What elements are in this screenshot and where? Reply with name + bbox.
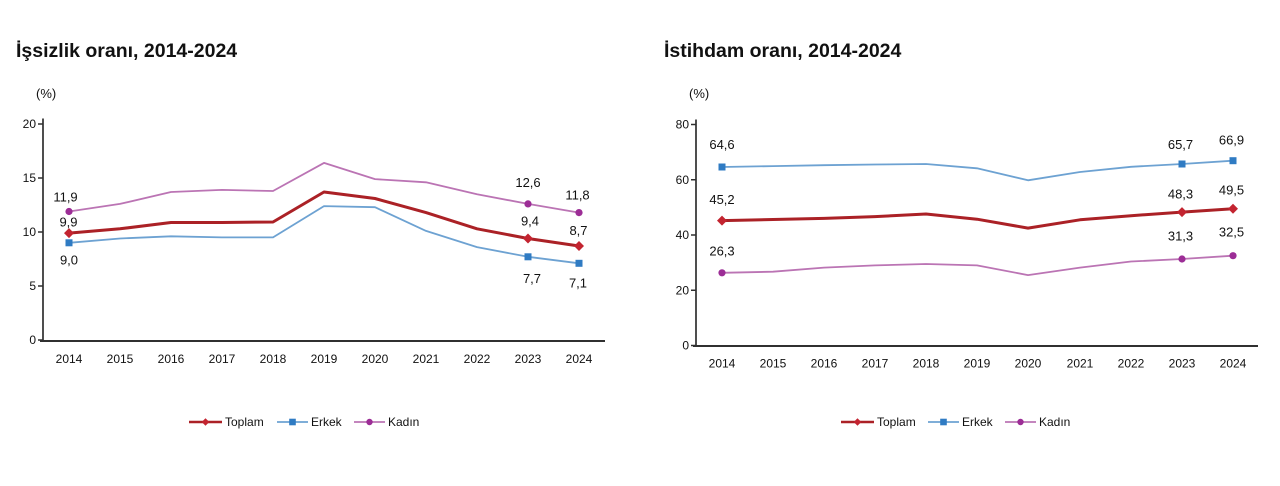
svg-text:2024: 2024 [1220,357,1247,371]
svg-text:İstihdam oranı, 2014-2024: İstihdam oranı, 2014-2024 [664,39,902,62]
svg-text:2014: 2014 [56,352,83,366]
svg-text:2015: 2015 [107,352,134,366]
svg-text:20: 20 [23,117,37,131]
svg-text:Toplam: Toplam [225,415,264,429]
svg-text:5: 5 [29,279,36,293]
svg-text:2017: 2017 [862,357,889,371]
svg-text:8,7: 8,7 [569,223,587,238]
svg-text:2019: 2019 [964,357,991,371]
svg-text:64,6: 64,6 [709,137,734,152]
svg-text:Kadın: Kadın [388,415,419,429]
svg-text:31,3: 31,3 [1168,229,1193,244]
svg-text:9,0: 9,0 [60,253,78,268]
svg-text:2018: 2018 [913,357,940,371]
svg-text:İşsizlik oranı, 2014-2024: İşsizlik oranı, 2014-2024 [16,39,237,62]
svg-text:2017: 2017 [209,352,236,366]
svg-text:2016: 2016 [811,357,838,371]
svg-text:66,9: 66,9 [1219,133,1244,148]
svg-text:Toplam: Toplam [877,415,916,429]
svg-text:9,4: 9,4 [521,214,539,229]
svg-text:2021: 2021 [413,352,440,366]
svg-text:2022: 2022 [1118,357,1145,371]
svg-text:12,6: 12,6 [515,175,540,190]
svg-text:2014: 2014 [709,357,736,371]
svg-text:2020: 2020 [362,352,389,366]
svg-text:11,8: 11,8 [565,188,589,203]
svg-text:2023: 2023 [1169,357,1196,371]
svg-text:49,5: 49,5 [1219,183,1244,198]
svg-text:48,3: 48,3 [1168,187,1193,202]
svg-text:26,3: 26,3 [709,244,734,259]
svg-text:2024: 2024 [566,352,593,366]
svg-text:7,7: 7,7 [523,271,541,286]
svg-text:2016: 2016 [158,352,185,366]
svg-text:7,1: 7,1 [569,276,587,291]
svg-text:15: 15 [23,171,37,185]
svg-text:Kadın: Kadın [1039,415,1070,429]
svg-text:65,7: 65,7 [1168,137,1193,152]
svg-text:10: 10 [23,225,37,239]
svg-text:(%): (%) [36,86,56,101]
svg-text:20: 20 [676,283,690,297]
svg-text:11,9: 11,9 [53,190,77,205]
svg-text:0: 0 [29,333,36,347]
svg-text:60: 60 [676,173,690,187]
svg-text:2019: 2019 [311,352,338,366]
svg-text:2020: 2020 [1015,357,1042,371]
svg-text:2018: 2018 [260,352,287,366]
svg-text:Erkek: Erkek [962,415,994,429]
svg-text:2015: 2015 [760,357,787,371]
svg-text:9,9: 9,9 [59,215,77,230]
svg-text:2023: 2023 [515,352,542,366]
svg-text:Erkek: Erkek [311,415,343,429]
svg-text:2021: 2021 [1067,357,1094,371]
svg-text:32,5: 32,5 [1219,225,1244,240]
svg-text:80: 80 [676,118,690,132]
svg-text:45,2: 45,2 [709,192,734,207]
svg-text:40: 40 [676,228,690,242]
svg-text:(%): (%) [689,86,709,101]
svg-text:0: 0 [682,339,689,353]
svg-text:2022: 2022 [464,352,491,366]
